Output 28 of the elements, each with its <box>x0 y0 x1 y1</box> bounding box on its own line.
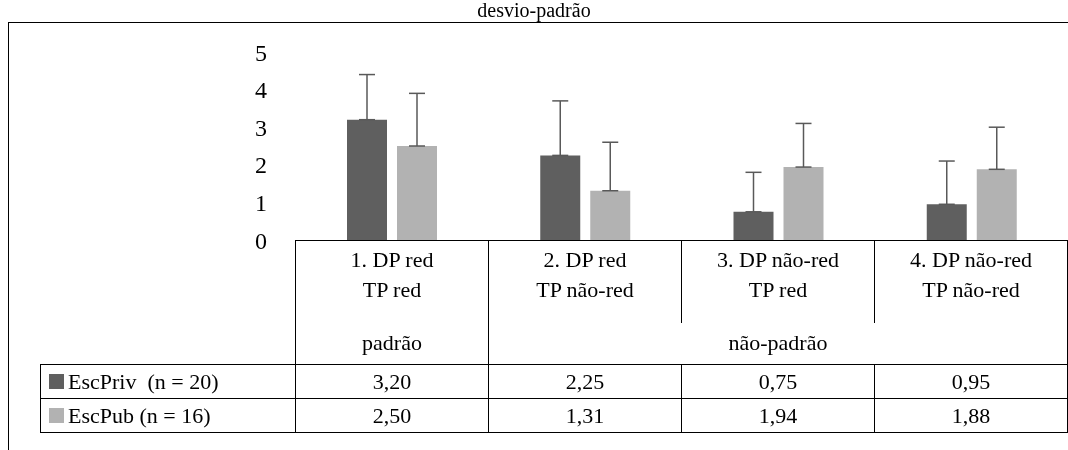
text: não-padrão <box>488 322 1068 365</box>
bar <box>783 167 824 240</box>
legend-label: EscPub (n = 16) <box>40 398 296 433</box>
bar <box>397 146 437 240</box>
data-label: 3,20 <box>295 364 489 399</box>
data-label: 0,95 <box>874 364 1068 399</box>
data-label: 2,25 <box>488 364 682 399</box>
text: padrão <box>295 322 489 365</box>
data-label: 2,50 <box>295 398 489 433</box>
y-tick-label: 0 <box>255 227 267 254</box>
chart-title: desvio-padrão <box>476 0 592 21</box>
data-label: 1,88 <box>874 398 1068 433</box>
y-tick-label: 1 <box>255 189 267 216</box>
y-tick-label: 2 <box>255 152 267 179</box>
x-tick-label: 3. DP não-red TP red <box>716 246 840 304</box>
x-tick-label: 2. DP red TP não-red <box>535 246 635 304</box>
y-tick-label: 4 <box>255 77 267 104</box>
data-label: 1,31 <box>488 398 682 433</box>
x-tick-label: 1. DP red TP red <box>349 246 435 304</box>
y-tick-label: 5 <box>255 39 267 66</box>
bar <box>590 190 631 240</box>
bar <box>976 169 1017 240</box>
data-label: 1,94 <box>681 398 875 433</box>
x-tick-label: 4. DP não-red TP não-red <box>909 246 1033 304</box>
data-label: 0,75 <box>681 364 875 399</box>
bar <box>733 211 774 240</box>
legend-label: EscPriv (n = 20) <box>40 364 296 399</box>
y-tick-label: 3 <box>255 114 267 141</box>
